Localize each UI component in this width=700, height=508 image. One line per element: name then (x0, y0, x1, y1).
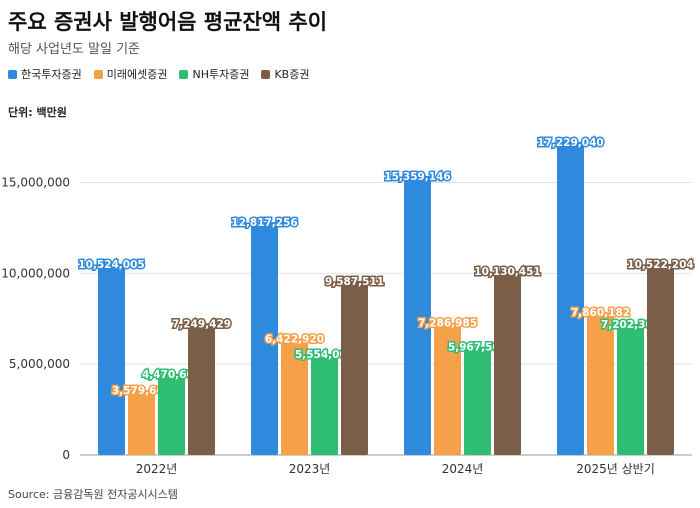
legend-label: NH투자증권 (192, 68, 250, 81)
bar (617, 324, 644, 455)
bar (281, 338, 308, 455)
bar (251, 222, 278, 455)
y-tick-label: 0 (62, 448, 70, 462)
data-label: 4,470,600 (142, 369, 201, 381)
legend-swatch (261, 69, 271, 79)
data-label: 12,817,256 (231, 217, 297, 229)
legend-swatch (8, 69, 17, 79)
legend-item: KB증권 (261, 66, 309, 82)
x-tick-label: 2023년 (289, 462, 331, 476)
chart-subtitle: 해당 사업년도 말일 기준 (8, 42, 140, 57)
bar (557, 142, 584, 455)
bar (404, 175, 431, 455)
legend: 한국투자증권 미래에셋증권 NH투자증권 KB증권 (8, 66, 309, 82)
data-label: 17,229,040 (537, 137, 603, 149)
data-label: 9,587,511 (325, 276, 384, 288)
chart-title: 주요 증권사 발행어음 평균잔액 추이 (8, 10, 328, 34)
x-tick-label: 2024년 (442, 462, 484, 476)
data-label: 6,422,920 (265, 333, 324, 345)
source-note: Source: 금융감독원 전자공시시스템 (8, 488, 178, 501)
bar (464, 346, 491, 455)
bar (587, 312, 614, 455)
data-label: 5,554,000 (295, 349, 354, 361)
data-label: 3,579,662 (112, 385, 171, 397)
data-label: 7,286,985 (418, 318, 477, 330)
legend-label: 한국투자증권 (21, 68, 82, 81)
y-tick-label: 15,000,000 (1, 176, 70, 190)
data-label: 7,202,300 (601, 319, 660, 331)
bar (158, 373, 185, 455)
bar (434, 322, 461, 455)
data-label: 7,860,182 (571, 307, 630, 319)
x-tick-label: 2022년 (136, 462, 178, 476)
legend-swatch (93, 69, 103, 79)
y-tick-label: 10,000,000 (1, 266, 70, 280)
data-label: 5,967,500 (448, 342, 507, 354)
bar (647, 263, 674, 455)
y-tick-label: 5,000,000 (9, 357, 70, 371)
x-tick-label: 2025년 상반기 (576, 462, 655, 476)
bar (311, 354, 338, 455)
legend-item: 미래에셋증권 (93, 66, 168, 82)
unit-label: 단위: 백만원 (8, 106, 67, 119)
legend-swatch (179, 69, 189, 79)
legend-label: 미래에셋증권 (106, 68, 168, 81)
data-label: 10,522,204 (627, 259, 693, 271)
data-label: 10,524,005 (78, 259, 144, 271)
bar (98, 263, 125, 455)
legend-label: KB증권 (274, 68, 310, 81)
bar (494, 270, 521, 455)
data-label: 10,130,451 (474, 266, 540, 278)
legend-item: NH투자증권 (179, 66, 249, 82)
bar (128, 389, 155, 455)
bar (188, 323, 215, 455)
data-label: 15,359,146 (384, 171, 450, 183)
bar (341, 280, 368, 455)
data-label: 7,249,429 (172, 318, 231, 330)
legend-item: 한국투자증권 (8, 66, 82, 82)
